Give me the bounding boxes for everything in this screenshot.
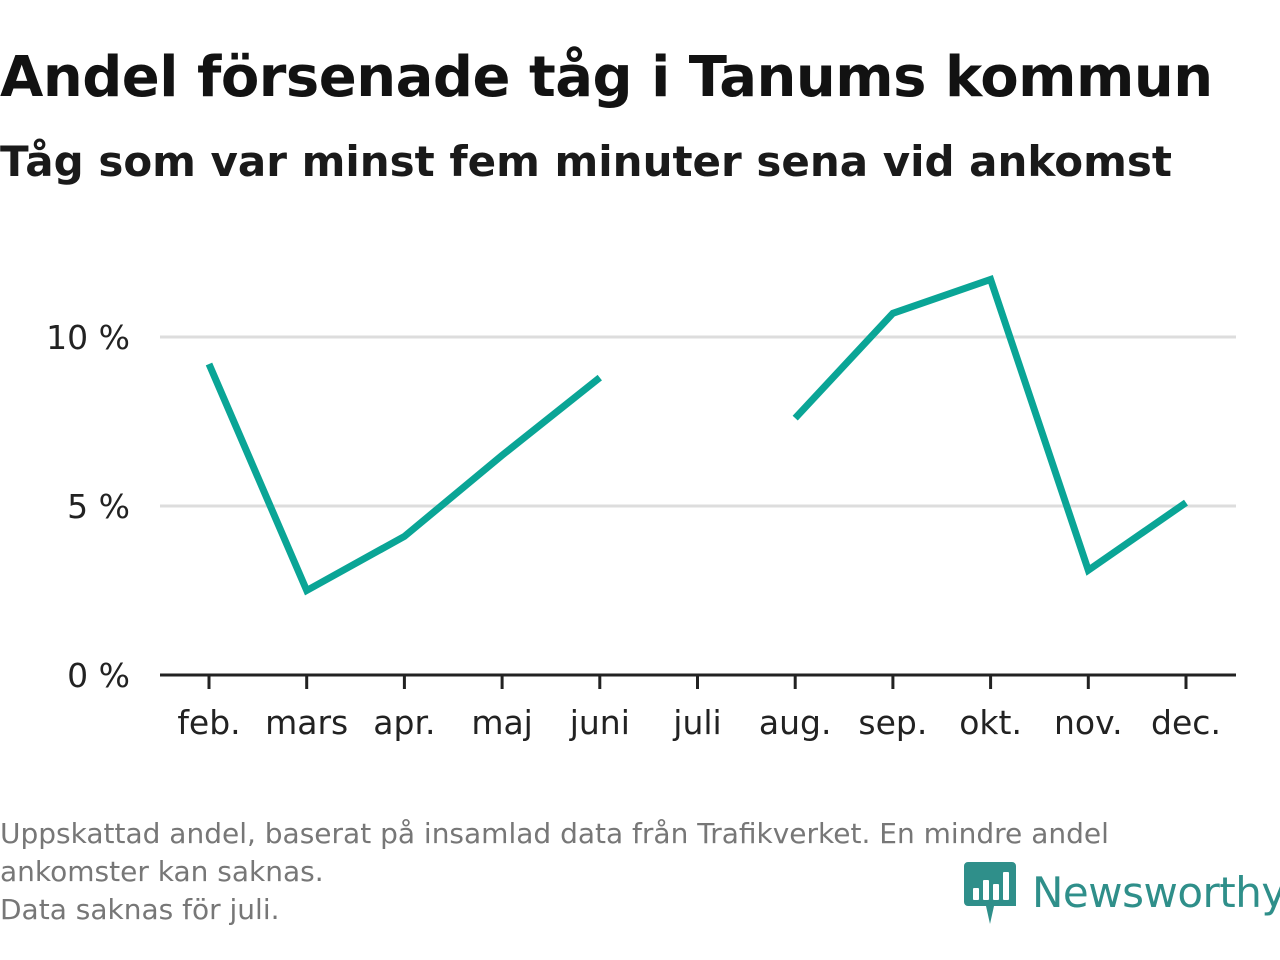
chart-subtitle: Tåg som var minst fem minuter sena vid a… [0, 137, 1172, 186]
x-tick-label: okt. [959, 703, 1022, 742]
chart-title: Andel försenade tåg i Tanums kommun [0, 45, 1213, 110]
x-tick-label: nov. [1054, 703, 1123, 742]
brand-name: Newsworthy [1032, 868, 1280, 917]
series-lines [205, 275, 1188, 596]
x-tick-label: aug. [759, 703, 832, 742]
x-axis [160, 673, 1236, 689]
line-chart: 0 % 5 % 10 % feb. mars apr. maj juni juli aug. se… [46, 275, 1236, 742]
brand-logo: Newsworthy [964, 862, 1280, 924]
series-line-segment [205, 362, 602, 596]
footnote-line-1: Uppskattad andel, baserat på insamlad da… [0, 817, 1109, 850]
newsworthy-logo-icon [964, 862, 1016, 924]
gridlines [160, 335, 1236, 508]
x-tick-label: maj [471, 703, 533, 742]
x-tick-label: juli [672, 703, 721, 742]
footnote-line-3: Data saknas för juli. [0, 893, 280, 926]
x-tick-label: mars [265, 703, 348, 742]
x-tick-label: sep. [858, 703, 927, 742]
y-tick-label: 10 % [46, 318, 130, 357]
y-tick-label: 5 % [67, 487, 130, 526]
x-tick-label: feb. [177, 703, 240, 742]
x-tick-label: dec. [1151, 703, 1221, 742]
x-axis-tick-labels: feb. mars apr. maj juni juli aug. sep. okt. nov. d… [177, 703, 1221, 742]
x-tick-label: juni [569, 703, 630, 742]
x-tick-label: apr. [373, 703, 435, 742]
y-axis-tick-labels: 0 % 5 % 10 % [46, 318, 130, 695]
footnote-line-2: ankomster kan saknas. [0, 855, 324, 888]
y-tick-label: 0 % [67, 656, 130, 695]
series-line-segment [792, 275, 1188, 576]
footnote: Uppskattad andel, baserat på insamlad da… [0, 815, 1270, 929]
